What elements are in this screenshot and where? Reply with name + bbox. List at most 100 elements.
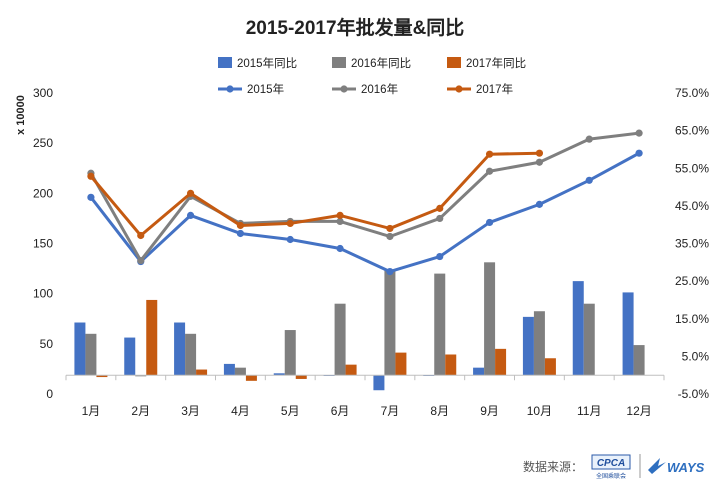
legend-swatch-bar [447, 57, 461, 68]
x-axis-tick-label: 5月 [281, 404, 300, 418]
bar-2016-yoy [484, 262, 496, 376]
source-footer: 数据来源： CPCA 全国乘联会 WAYS [523, 454, 705, 480]
bar-2016-yoy [583, 303, 595, 376]
x-axis-tick-label: 2月 [131, 404, 150, 418]
left-axis-tick-label: 250 [33, 136, 53, 150]
bar-2017-yoy [345, 364, 357, 376]
line-point [186, 211, 195, 220]
bar-2015-yoy [74, 322, 86, 376]
line-point [87, 172, 95, 180]
x-axis-tick-label: 8月 [430, 404, 449, 418]
line-point [436, 214, 444, 223]
cpca-logo-text: CPCA [597, 458, 625, 469]
legend-swatch-marker [455, 85, 463, 93]
line-point [137, 256, 145, 265]
left-axis-tick-label: 100 [33, 287, 53, 301]
bar-2016-yoy [384, 269, 396, 376]
bar-2016-yoy [434, 273, 446, 376]
bar-2016-yoy [234, 367, 246, 376]
line-point [386, 267, 394, 276]
bar-2017-yoy [495, 348, 507, 376]
x-axis-tick-label: 11月 [577, 404, 601, 418]
cpca-logo: CPCA 全国乘联会 [591, 454, 631, 480]
x-axis-tick-label: 4月 [231, 404, 250, 418]
right-axis-tick-label: 15.0% [675, 312, 709, 326]
line-point [386, 232, 394, 241]
right-axis-tick-label: 75.0% [675, 86, 709, 100]
left-axis-tick-label: 0 [46, 387, 53, 401]
line-point [336, 217, 344, 226]
left-axis-tick-label: 50 [40, 337, 54, 351]
line-point [186, 189, 195, 197]
left-axis-tick-label: 300 [33, 86, 53, 100]
line-2015年 [89, 151, 640, 274]
legend-label: 2015年同比 [237, 56, 297, 70]
bar-2017-yoy [245, 375, 257, 381]
bar-2015-yoy [572, 281, 584, 376]
line-point [336, 211, 344, 220]
legend-label: 2016年 [361, 82, 398, 96]
bar-2016-yoy [533, 311, 545, 376]
right-axis-ticks: -5.0% 5.0% 15.0% 25.0% 35.0% 45.0% 55.0% 65.0% 7… [675, 86, 709, 401]
x-axis-tick-label: 1月 [82, 404, 101, 418]
line-point [535, 158, 544, 166]
line-point [436, 252, 444, 261]
x-axis-tick-label: 7月 [381, 404, 400, 418]
bar-2015-yoy [622, 292, 634, 376]
line-point [386, 224, 394, 233]
bar-2017-yoy [196, 369, 208, 376]
line-point [535, 149, 544, 157]
line-2016年 [89, 131, 640, 263]
right-axis-tick-label: 45.0% [675, 199, 709, 213]
legend-label: 2017年同比 [466, 56, 526, 70]
line-2017年 [89, 151, 540, 237]
right-axis-tick-label: -5.0% [678, 387, 710, 401]
bar-2015-yoy [174, 322, 186, 376]
right-axis-tick-label: 35.0% [675, 237, 709, 251]
y-unit-label: x 10000 [15, 95, 27, 135]
legend-swatch-marker [226, 85, 234, 93]
bar-2015-yoy [373, 375, 385, 391]
source-label: 数据来源： [523, 459, 583, 474]
line-point [336, 244, 344, 253]
legend-label: 2015年 [247, 82, 284, 96]
line-point [535, 200, 544, 208]
right-axis-tick-label: 5.0% [682, 349, 710, 363]
left-axis-ticks: 0 50 100 150 200 250 300 [33, 86, 53, 401]
line-point [585, 176, 593, 184]
ways-swoosh-icon [648, 458, 666, 474]
bar-2016-yoy [633, 345, 645, 376]
chart-title: 2015-2017年批发量&同比 [246, 16, 465, 39]
line-point [236, 229, 245, 238]
line-point [87, 193, 95, 201]
ways-logo: WAYS [648, 458, 705, 475]
line-point [485, 167, 494, 175]
bar-2017-yoy [146, 299, 158, 376]
line-point [286, 235, 294, 244]
bar-2015-yoy [223, 363, 235, 376]
bar-2016-yoy [135, 375, 147, 377]
bar-2017-yoy [445, 354, 457, 376]
right-axis-tick-label: 55.0% [675, 161, 709, 175]
x-axis-tick-label: 3月 [181, 404, 200, 418]
bar-2015-yoy [124, 337, 136, 376]
bar-2017-yoy [544, 358, 556, 376]
x-axis-tick-label: 12月 [626, 404, 651, 418]
line-point [436, 204, 444, 212]
bar-2017-yoy [295, 375, 307, 379]
x-axis-tick-label: 6月 [331, 404, 350, 418]
line-point [236, 221, 245, 230]
bar-2017-yoy [96, 375, 108, 378]
bar-2016-yoy [334, 303, 346, 376]
bar-2015-yoy [522, 316, 534, 376]
bar-2015-yoy [273, 373, 285, 376]
legend-label: 2016年同比 [351, 56, 411, 70]
left-axis-tick-label: 200 [33, 186, 53, 200]
legend-swatch-marker [340, 85, 348, 93]
right-axis-tick-label: 25.0% [675, 274, 709, 288]
bars [74, 262, 645, 391]
line-point [485, 150, 494, 158]
lines [87, 129, 643, 276]
bar-2016-yoy [284, 330, 296, 376]
